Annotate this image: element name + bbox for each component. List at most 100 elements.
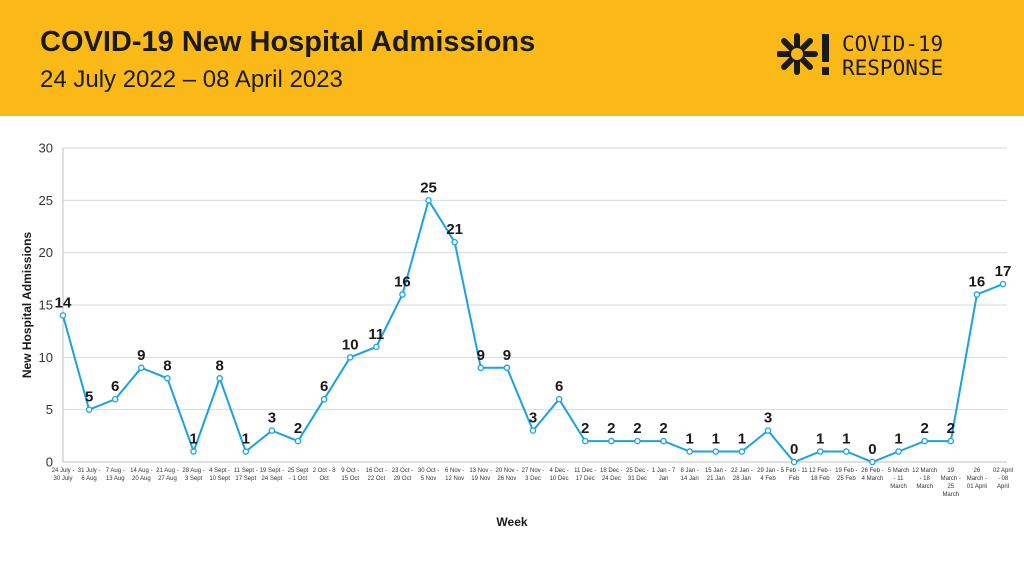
x-tick-label: 02 April - 08 April xyxy=(993,468,1013,490)
data-point xyxy=(895,448,902,455)
data-label: 16 xyxy=(394,274,411,291)
logo-line-1: COVID-19 xyxy=(842,32,944,56)
data-label: 1 xyxy=(685,431,693,448)
data-point xyxy=(608,437,615,445)
x-tick-label: 18 Dec -24 Dec xyxy=(600,468,623,482)
data-point xyxy=(973,291,981,298)
data-point xyxy=(425,197,432,204)
y-tick-label: 25 xyxy=(39,193,53,208)
data-label: 17 xyxy=(995,263,1012,280)
data-label: 3 xyxy=(529,410,537,427)
data-label: 10 xyxy=(342,336,359,353)
x-tick-label: 26 Feb -4 March xyxy=(861,468,883,482)
data-point xyxy=(529,427,537,434)
data-point xyxy=(921,437,928,445)
data-point xyxy=(399,291,406,298)
data-label: 21 xyxy=(446,221,463,238)
data-label: 2 xyxy=(659,420,667,437)
data-label: 1 xyxy=(894,431,902,448)
x-tick-label: 4 Dec -10 Dec xyxy=(549,468,568,482)
header-banner: COVID-19 New Hospital Admissions 24 July… xyxy=(0,0,1024,116)
page-title: COVID-19 New Hospital Admissions xyxy=(40,26,536,58)
y-tick-label: 20 xyxy=(39,245,53,260)
y-tick-label: 0 xyxy=(46,455,53,470)
data-point xyxy=(686,448,693,455)
logo-line-2: RESPONSE xyxy=(842,56,944,80)
data-label: 2 xyxy=(947,420,955,437)
data-label: 0 xyxy=(790,441,798,458)
data-point xyxy=(59,312,67,319)
data-point xyxy=(947,437,955,445)
data-label: 0 xyxy=(868,441,876,458)
data-label: 16 xyxy=(969,274,986,291)
data-point xyxy=(111,395,119,403)
x-tick-label: 11 Dec -17 Dec xyxy=(574,468,596,482)
data-point xyxy=(503,364,511,372)
x-tick-label: 25 Dec -31 Dec xyxy=(626,468,649,482)
data-point xyxy=(373,343,380,351)
x-tick-label: 28 Aug -3 Sept xyxy=(182,468,204,482)
x-tick-label: 21 Aug -27 Aug xyxy=(156,468,178,482)
x-tick-label: 30 Oct -5 Nov xyxy=(418,468,439,482)
y-tick-label: 10 xyxy=(39,350,53,365)
x-tick-label: 19 Feb -25 Feb xyxy=(835,468,857,482)
y-axis-label: New Hospital Admissions xyxy=(20,232,34,379)
data-label: 6 xyxy=(555,378,563,395)
x-tick-label: 5 Feb - 11 Feb xyxy=(781,468,809,482)
data-label: 8 xyxy=(215,357,223,374)
x-tick-label: 25 Sept - 1 Oct xyxy=(288,468,309,482)
data-point xyxy=(764,427,772,434)
data-label: 1 xyxy=(712,431,720,448)
data-label: 11 xyxy=(368,326,384,343)
x-tick-label: 1 Jan - 7 Jan xyxy=(652,468,676,482)
data-label: 2 xyxy=(920,420,928,437)
data-point xyxy=(320,395,328,403)
data-label: 5 xyxy=(85,389,93,406)
data-point xyxy=(738,448,746,455)
x-tick-label: 8 Jan -14 Jan xyxy=(680,468,698,482)
x-tick-label: 19 March -25 March xyxy=(941,468,961,498)
data-label: 25 xyxy=(420,179,437,196)
data-label: 9 xyxy=(137,347,145,364)
x-tick-label: 31 July -6 Aug xyxy=(78,468,101,482)
data-point xyxy=(138,364,145,372)
y-tick-label: 5 xyxy=(46,402,53,417)
data-point xyxy=(555,395,563,403)
x-tick-label: 2 Oct - 8 Oct xyxy=(313,468,337,482)
x-tick-label: 24 July -30 July xyxy=(52,468,75,482)
y-tick-label: 15 xyxy=(39,298,53,313)
data-point xyxy=(869,458,876,466)
data-point xyxy=(346,354,354,361)
data-point xyxy=(477,364,485,372)
data-label: 9 xyxy=(503,347,511,364)
x-tick-label: 7 Aug -13 Aug xyxy=(106,468,125,482)
grid-lines xyxy=(62,147,1007,463)
data-point xyxy=(294,437,302,445)
x-tick-label: 16 Oct -22 Oct xyxy=(366,468,387,482)
x-tick-label: 14 Aug -20 Aug xyxy=(130,468,152,482)
x-tick-label: 4 Sept -10 Sept xyxy=(209,468,230,482)
data-point xyxy=(634,437,641,445)
data-point xyxy=(816,448,824,455)
series-line xyxy=(59,197,1007,466)
x-tick-label: 19 Sept -24 Sept xyxy=(260,468,284,482)
data-label: 1 xyxy=(816,431,824,448)
x-tick-label: 27 Nov -3 Dec xyxy=(522,468,545,482)
data-label: 3 xyxy=(764,410,772,427)
x-tick-label: 22 Jan -28 Jan xyxy=(731,468,753,482)
data-point xyxy=(164,375,171,382)
y-tick-label: 30 xyxy=(39,141,53,156)
data-label: 2 xyxy=(294,420,302,437)
data-point xyxy=(712,448,720,455)
page-subtitle: 24 July 2022 – 08 April 2023 xyxy=(40,66,343,93)
data-label: 2 xyxy=(607,420,615,437)
data-label: 2 xyxy=(633,420,641,437)
data-point xyxy=(581,437,589,445)
x-tick-label: 20 Nov -26 Nov xyxy=(496,468,519,482)
data-point xyxy=(268,427,276,434)
data-point xyxy=(843,448,850,455)
data-point xyxy=(451,238,458,246)
x-tick-label: 23 Oct -29 Oct xyxy=(392,468,413,482)
